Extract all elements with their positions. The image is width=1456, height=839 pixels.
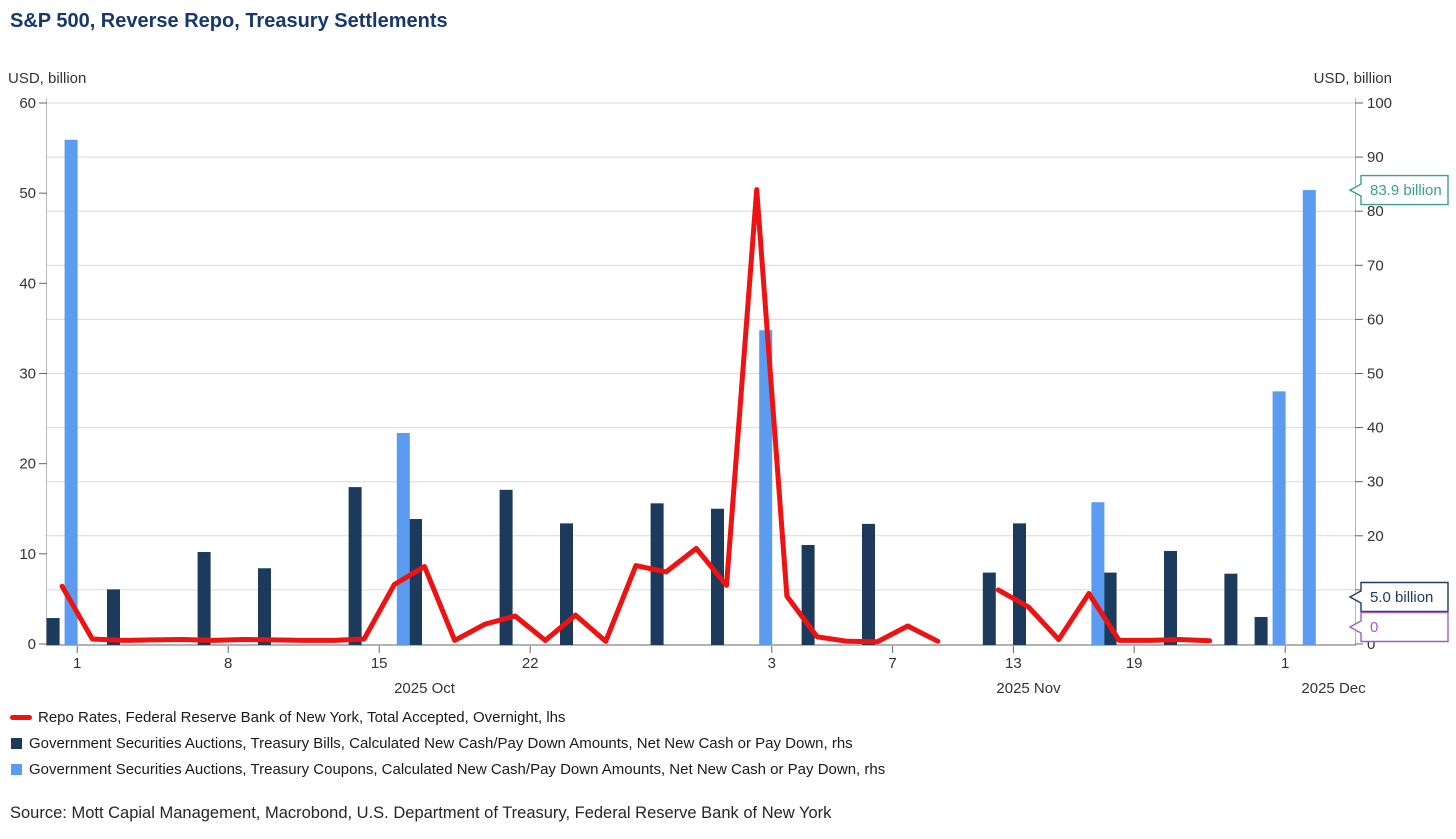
right-axis-tick-label: 20 [1367, 528, 1384, 545]
bar-treasury-bills [982, 572, 996, 645]
x-axis-day-label: 19 [1126, 655, 1143, 672]
right-axis-tick-label: 90 [1367, 149, 1384, 166]
repo-last-value-callout-label: 0 [1370, 619, 1378, 636]
bar-treasury-bills [46, 618, 60, 645]
bar-treasury-coupons [1272, 391, 1286, 645]
left-axis-tick-label: 60 [19, 95, 36, 112]
bar-treasury-bills [560, 523, 573, 645]
bills-last-value-callout [1348, 581, 1449, 613]
bar-treasury-bills [1164, 550, 1177, 645]
left-axis-tick-label: 0 [28, 636, 36, 653]
bar-treasury-coupons [759, 330, 773, 645]
bar-treasury-bills [1013, 523, 1026, 645]
x-axis-month-label: 2025 Dec [1301, 680, 1366, 697]
bar-treasury-bills [409, 519, 422, 645]
repo-line-swatch-icon [10, 715, 32, 720]
x-axis-day-label: 3 [768, 655, 776, 672]
right-axis-tick-label: 30 [1367, 474, 1384, 491]
x-axis-day-label: 7 [888, 655, 896, 672]
x-axis-day-label: 1 [73, 655, 81, 672]
bar-treasury-coupons [1091, 502, 1105, 645]
legend-label: Repo Rates, Federal Reserve Bank of New … [38, 709, 566, 726]
bar-treasury-bills [499, 489, 513, 645]
left-axis-tick-label: 30 [19, 366, 36, 383]
x-axis-day-label: 22 [522, 655, 539, 672]
bar-treasury-bills [862, 523, 875, 645]
right-axis-tick-label: 0 [1367, 636, 1375, 653]
x-axis-day-label: 8 [224, 655, 232, 672]
left-axis-tick-label: 10 [19, 546, 36, 563]
bar-treasury-bills [258, 568, 271, 645]
coupons-last-value-callout-label: 83.9 billion [1370, 182, 1442, 199]
legend-label: Government Securities Auctions, Treasury… [29, 735, 853, 752]
right-axis-tick-label: 50 [1367, 366, 1384, 383]
left-axis-unit-label: USD, billion [8, 70, 87, 87]
right-axis-tick-label: 60 [1367, 311, 1384, 328]
legend: Repo Rates, Federal Reserve Bank of New … [10, 708, 885, 779]
repo-rate-line [59, 187, 941, 645]
legend-item-repo-rates: Repo Rates, Federal Reserve Bank of New … [10, 708, 885, 727]
bar-treasury-bills [1254, 616, 1268, 645]
bar-treasury-coupons [64, 139, 78, 645]
x-axis-day-label: 15 [371, 655, 388, 672]
chart-title: S&P 500, Reverse Repo, Treasury Settleme… [10, 10, 448, 32]
bar-treasury-bills [107, 589, 120, 645]
right-axis-tick-label: 100 [1367, 95, 1392, 112]
bills-square-swatch-icon [11, 738, 22, 749]
coupons-last-value-callout [1348, 174, 1449, 206]
bar-treasury-coupons [396, 433, 410, 645]
coupons-square-swatch-icon [11, 764, 22, 775]
bills-last-value-callout-label: 5.0 billion [1370, 589, 1433, 606]
bar-treasury-bills [197, 552, 211, 645]
bar-treasury-coupons [1302, 190, 1316, 645]
repo-rate-line [995, 587, 1213, 644]
legend-item-treasury-bills: Government Securities Auctions, Treasury… [10, 734, 885, 753]
right-axis-tick-label: 70 [1367, 257, 1384, 274]
bar-treasury-bills [348, 487, 362, 645]
source-line: Source: Mott Capial Management, Macrobon… [10, 804, 832, 822]
bar-treasury-bills [1224, 573, 1238, 645]
left-axis-tick-label: 40 [19, 275, 36, 292]
x-axis-day-label: 1 [1281, 655, 1289, 672]
x-axis-month-label: 2025 Nov [996, 680, 1061, 697]
legend-item-treasury-coupons: Government Securities Auctions, Treasury… [10, 760, 885, 779]
legend-label: Government Securities Auctions, Treasury… [29, 761, 886, 778]
right-axis-tick-label: 40 [1367, 420, 1384, 437]
right-axis-tick-label: 80 [1367, 203, 1384, 220]
repo-last-value-callout [1348, 611, 1449, 643]
bar-treasury-bills [650, 503, 664, 645]
left-axis-tick-label: 20 [19, 456, 36, 473]
right-axis-unit-label: USD, billion [1313, 70, 1392, 87]
x-axis-month-label: 2025 Oct [394, 680, 456, 697]
x-axis-day-label: 13 [1005, 655, 1022, 672]
left-axis-tick-label: 50 [19, 185, 36, 202]
